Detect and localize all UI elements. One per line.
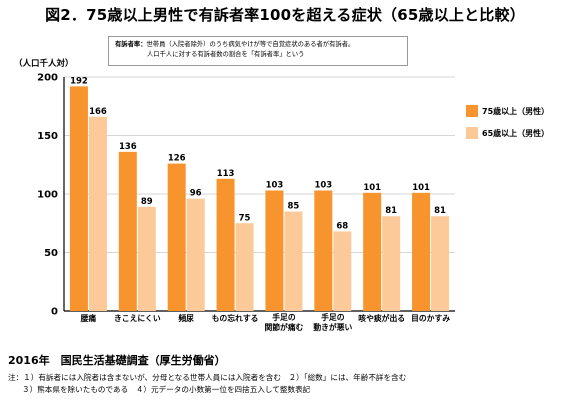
bar: [382, 216, 401, 311]
data-label: 85: [288, 202, 300, 212]
chart-title: 図2．75歳以上男性で有訴者率100を超える症状（65歳以上と比較）: [45, 6, 525, 24]
bar: [333, 231, 352, 311]
data-label: 75: [239, 213, 251, 223]
y-tick-label: 150: [37, 131, 58, 142]
bar: [216, 178, 235, 311]
data-label: 103: [314, 180, 332, 190]
category-label: 手足の: [272, 312, 296, 322]
legend-label-65: 65歳以上（男性）: [482, 128, 550, 138]
bar: [314, 190, 333, 311]
data-label: 192: [70, 76, 88, 86]
bar: [363, 192, 382, 311]
data-label: 101: [412, 183, 430, 193]
y-tick-label: 200: [37, 73, 58, 84]
bar: [235, 223, 254, 311]
bar: [69, 86, 88, 311]
bar-chart: 0 50 100 150 200 192 136 126 113 103 103 101 101 166 8…: [37, 73, 455, 332]
y-tick-label: 0: [51, 307, 58, 318]
legend: 75歳以上（男性） 65歳以上（男性）: [466, 104, 549, 148]
category-label: 咳や痰が出る: [358, 313, 405, 323]
bar: [412, 192, 431, 311]
data-label: 81: [385, 206, 397, 216]
category-label: 動きが悪い: [313, 322, 352, 332]
data-label: 136: [119, 142, 137, 152]
data-label: 126: [168, 154, 186, 164]
data-label: 166: [89, 107, 107, 117]
bar: [88, 116, 107, 311]
definition-line-2: 人口千人に対する有訴者数の割合を「有訴者率」という: [147, 51, 305, 58]
data-label: 89: [141, 197, 153, 207]
definition-line-1: 世帯員（入院者除外）のうち病気やけが等で自覚症状のある者が有訴者。: [146, 41, 355, 48]
y-tick-label: 50: [44, 248, 58, 259]
bar: [118, 151, 137, 311]
category-label: きこえにくい: [114, 314, 161, 323]
data-label: 113: [217, 169, 235, 179]
bar: [284, 211, 303, 311]
bar: [431, 216, 450, 311]
y-tick-label: 100: [37, 190, 58, 201]
legend-item-75: 75歳以上（男性）: [466, 104, 549, 118]
data-label: 81: [434, 206, 446, 216]
category-label: 頻尿: [178, 313, 194, 323]
footnotes: 注：１）有訴者には入院者は含まないが、分母となる世帯人員には入院者を含む ２）「…: [8, 372, 406, 396]
category-label: 目のかすみ: [411, 314, 450, 323]
data-label: 68: [336, 221, 348, 231]
category-label: 手足の: [321, 312, 345, 322]
bar: [167, 163, 186, 311]
category-label: もの忘れする: [212, 313, 259, 323]
bar: [186, 198, 205, 311]
definition-label: 有訴者率：: [115, 41, 147, 48]
data-label: 96: [190, 189, 202, 199]
definition-box: 有訴者率：世帯員（入院者除外）のうち病気やけが等で自覚症状のある者が有訴者。 人…: [108, 36, 408, 66]
data-label: 101: [363, 183, 381, 193]
footnote-line-1: 注：１）有訴者には入院者は含まないが、分母となる世帯人員には入院者を含む ２）「…: [8, 373, 407, 382]
source-citation: 2016年 国民生活基礎調査（厚生労働省）: [8, 354, 226, 367]
footnote-line-2: ３）熊本県を除いたものである ４）元データの小数第一位を四捨五入して整数表記: [22, 385, 311, 394]
y-axis-unit-label: （人口千人対）: [14, 59, 74, 69]
bar: [265, 190, 284, 311]
data-label: 103: [266, 180, 284, 190]
category-label: 腰痛: [80, 313, 97, 323]
legend-swatch-65: [466, 127, 478, 139]
category-label: 関節が痛む: [264, 322, 303, 332]
bar: [137, 206, 156, 311]
legend-swatch-75: [466, 105, 478, 117]
legend-item-65: 65歳以上（男性）: [466, 126, 549, 140]
legend-label-75: 75歳以上（男性）: [482, 106, 550, 116]
